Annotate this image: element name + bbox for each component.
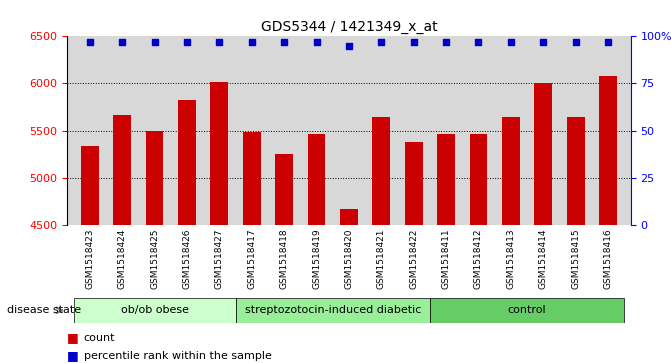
Point xyxy=(409,39,419,45)
Text: GSM1518421: GSM1518421 xyxy=(377,229,386,289)
Text: ■: ■ xyxy=(67,331,79,344)
Title: GDS5344 / 1421349_x_at: GDS5344 / 1421349_x_at xyxy=(260,20,437,34)
Bar xyxy=(470,134,487,225)
Text: GSM1518417: GSM1518417 xyxy=(247,229,256,289)
Text: streptozotocin-induced diabetic: streptozotocin-induced diabetic xyxy=(244,305,421,315)
Bar xyxy=(146,131,164,225)
Text: ■: ■ xyxy=(67,349,79,362)
Text: disease state: disease state xyxy=(7,305,81,315)
Text: percentile rank within the sample: percentile rank within the sample xyxy=(84,351,272,361)
Text: GSM1518424: GSM1518424 xyxy=(117,229,127,289)
Point xyxy=(505,39,516,45)
Text: GSM1518420: GSM1518420 xyxy=(344,229,354,289)
Bar xyxy=(534,83,552,225)
Text: GSM1518413: GSM1518413 xyxy=(507,229,515,289)
Point xyxy=(214,39,225,45)
Bar xyxy=(405,142,423,225)
Text: control: control xyxy=(508,305,546,315)
Point xyxy=(246,39,257,45)
Bar xyxy=(74,298,236,323)
Point xyxy=(182,39,193,45)
Bar xyxy=(567,117,584,225)
Point xyxy=(311,39,322,45)
Text: count: count xyxy=(84,333,115,343)
Text: GSM1518414: GSM1518414 xyxy=(539,229,548,289)
Bar xyxy=(502,117,520,225)
Text: GSM1518411: GSM1518411 xyxy=(442,229,451,289)
Bar xyxy=(113,115,131,225)
Bar xyxy=(236,298,430,323)
Text: GSM1518426: GSM1518426 xyxy=(183,229,191,289)
Text: GSM1518422: GSM1518422 xyxy=(409,229,418,289)
Bar xyxy=(243,132,260,225)
Text: GSM1518419: GSM1518419 xyxy=(312,229,321,289)
Bar xyxy=(307,134,325,225)
Point xyxy=(603,39,613,45)
Point xyxy=(538,39,549,45)
Point xyxy=(473,39,484,45)
Bar xyxy=(437,134,455,225)
Bar xyxy=(211,82,228,225)
Text: GSM1518416: GSM1518416 xyxy=(604,229,613,289)
Point xyxy=(117,39,127,45)
Bar xyxy=(430,298,624,323)
Point xyxy=(570,39,581,45)
Point xyxy=(344,43,354,49)
Point xyxy=(441,39,452,45)
Text: GSM1518427: GSM1518427 xyxy=(215,229,224,289)
Text: GSM1518423: GSM1518423 xyxy=(85,229,94,289)
Text: GSM1518425: GSM1518425 xyxy=(150,229,159,289)
Bar xyxy=(372,118,391,225)
Bar xyxy=(178,99,196,225)
Bar xyxy=(340,209,358,225)
Text: ob/ob obese: ob/ob obese xyxy=(121,305,189,315)
Point xyxy=(376,39,386,45)
Text: GSM1518412: GSM1518412 xyxy=(474,229,483,289)
Bar xyxy=(81,146,99,225)
Point xyxy=(149,39,160,45)
Bar xyxy=(599,76,617,225)
Point xyxy=(278,39,289,45)
Text: GSM1518415: GSM1518415 xyxy=(571,229,580,289)
Bar xyxy=(275,154,293,225)
Text: GSM1518418: GSM1518418 xyxy=(280,229,289,289)
Point xyxy=(85,39,95,45)
